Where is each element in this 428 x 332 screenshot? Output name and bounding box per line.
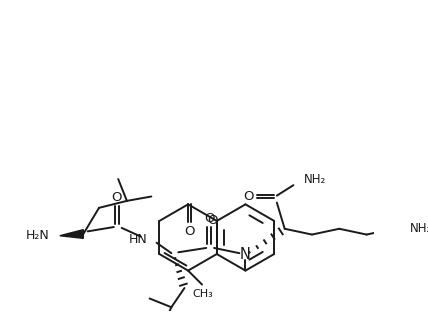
Text: O: O: [244, 190, 254, 203]
Text: NH₂: NH₂: [304, 173, 326, 186]
Text: O: O: [184, 225, 195, 238]
Text: O: O: [207, 214, 218, 227]
Text: HN: HN: [129, 233, 148, 246]
Text: N: N: [240, 247, 251, 262]
Text: NH₂: NH₂: [410, 222, 428, 235]
Text: O: O: [112, 191, 122, 204]
Text: H₂N: H₂N: [26, 229, 49, 242]
Polygon shape: [60, 230, 83, 238]
Text: O: O: [204, 212, 214, 225]
Text: CH₃: CH₃: [193, 289, 213, 299]
